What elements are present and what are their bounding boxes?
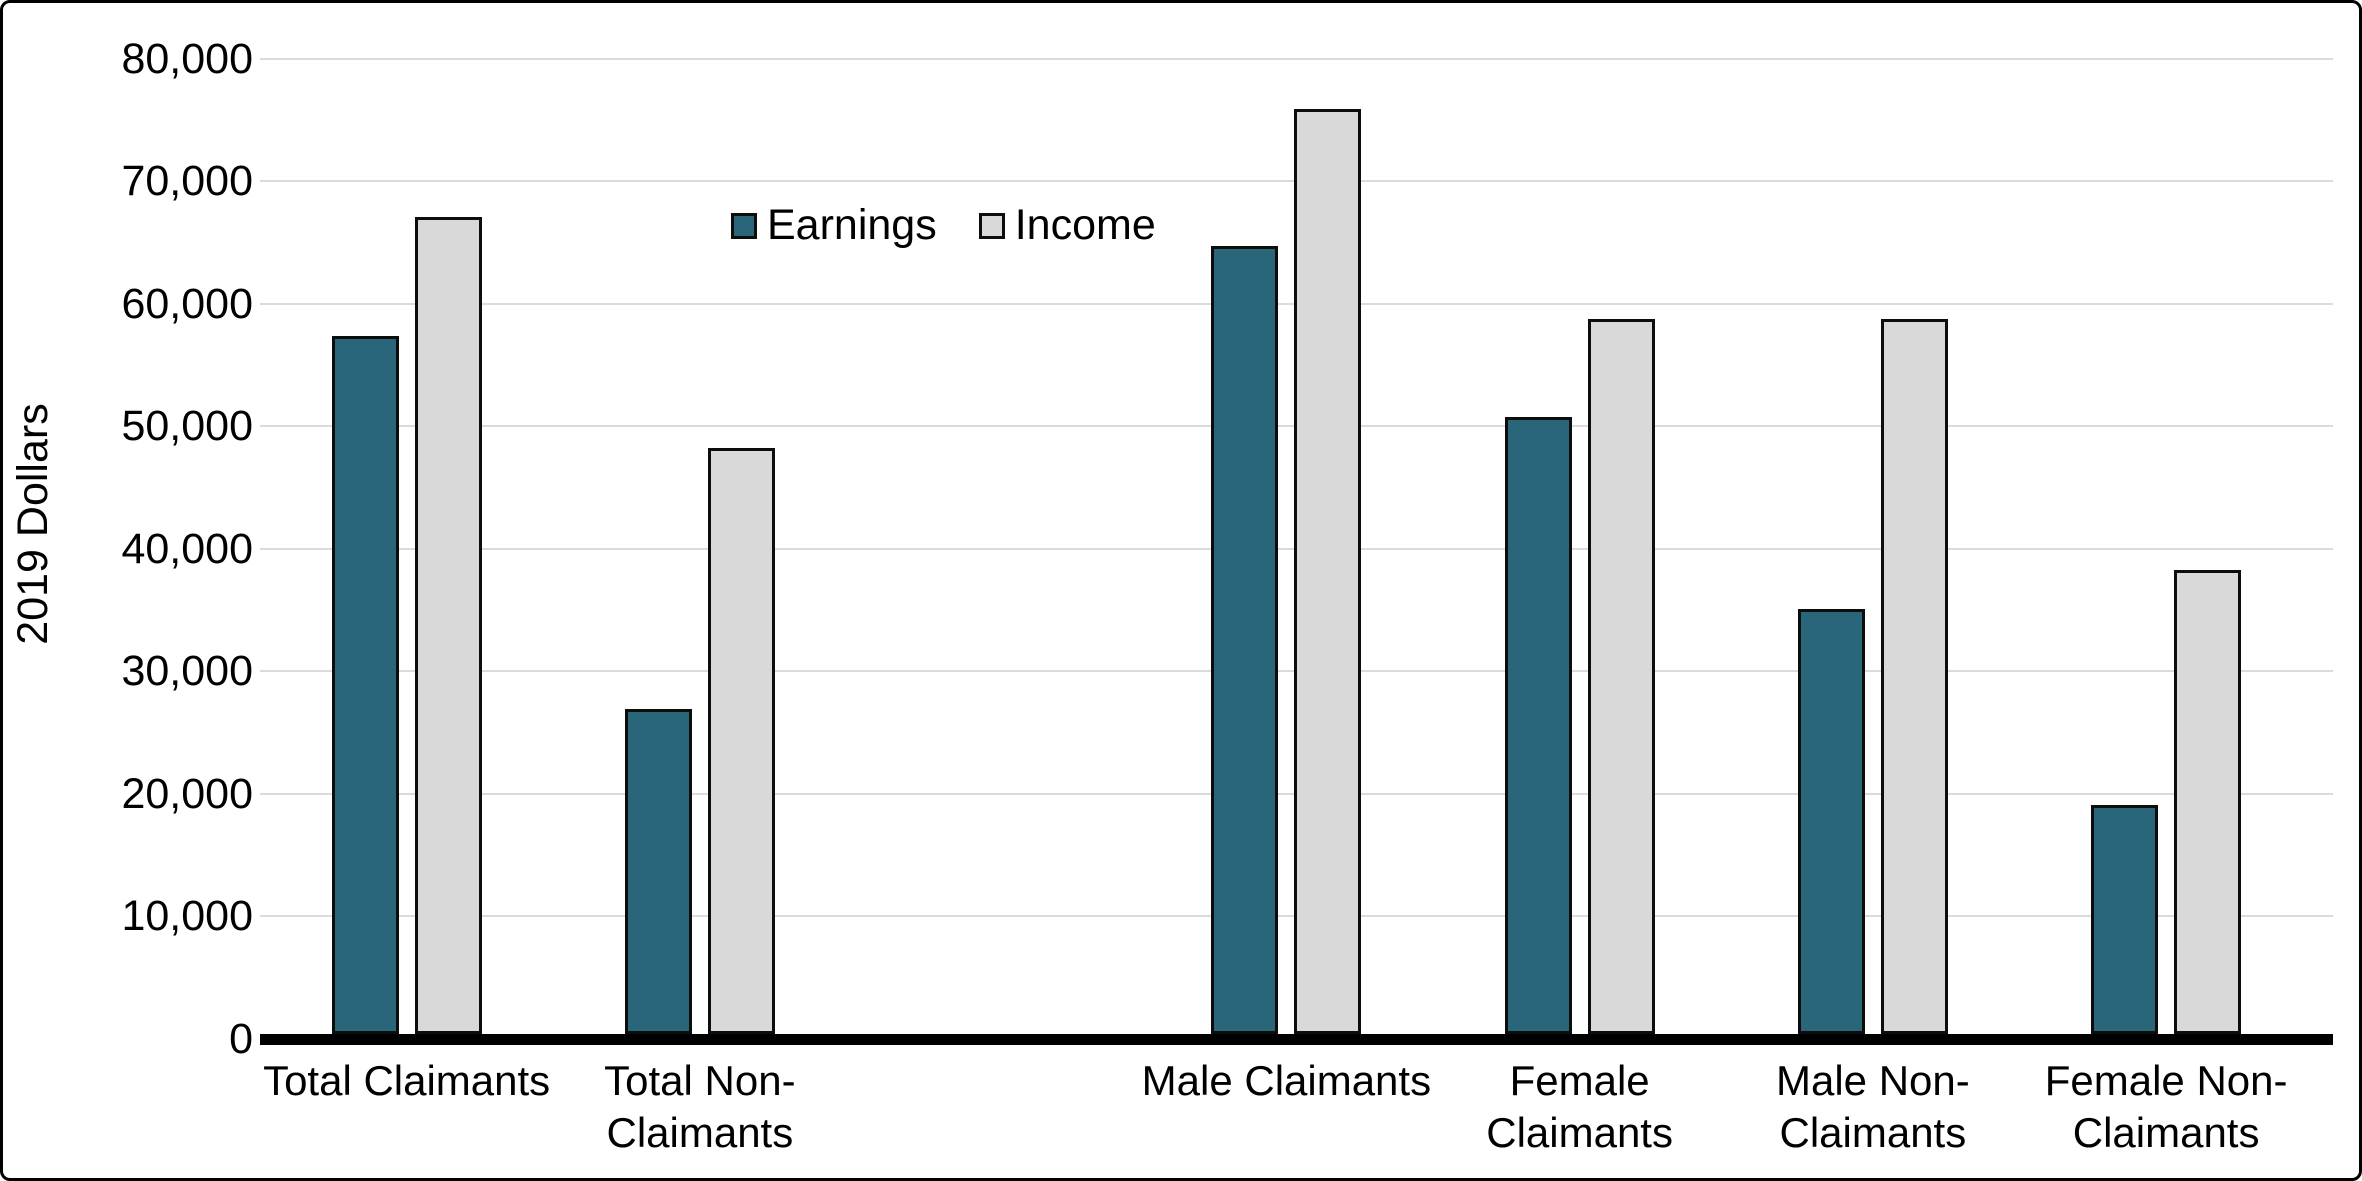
bar-income-total-claimants xyxy=(414,216,482,1034)
legend: Earnings Income xyxy=(731,201,1156,250)
y-tick-label-10000: 10,000 xyxy=(121,892,253,940)
gridline-80000 xyxy=(260,57,2333,60)
bar-income-female-non-claimants xyxy=(2174,569,2242,1034)
x-label-total-claimants: Total Claimants xyxy=(263,1057,551,1104)
y-tick-label-0: 0 xyxy=(229,1014,253,1063)
y-axis-title: 2019 Dollars xyxy=(9,403,57,645)
legend-label-income: Income xyxy=(1014,201,1156,249)
legend-swatch-income xyxy=(978,212,1005,239)
bar-income-male-non-claimants xyxy=(1880,318,1948,1034)
legend-swatch-earnings xyxy=(731,212,757,239)
y-tick-label-30000: 30,000 xyxy=(121,647,253,695)
y-tick-label-40000: 40,000 xyxy=(121,524,253,573)
x-label-male-non-claimants: Male Non- Claimants xyxy=(1776,1057,1970,1156)
bar-income-male-claimants xyxy=(1294,109,1362,1034)
bar-earnings-female-claimants xyxy=(1504,416,1572,1034)
bar-earnings-male-non-claimants xyxy=(1797,608,1865,1034)
legend-label-earnings: Earnings xyxy=(767,201,937,249)
x-axis-line xyxy=(260,1034,2333,1045)
x-label-female-non-claimants: Female Non- Claimants xyxy=(2044,1057,2288,1156)
y-tick-label-80000: 80,000 xyxy=(121,34,253,83)
y-tick-label-20000: 20,000 xyxy=(121,769,253,818)
y-tick-label-70000: 70,000 xyxy=(121,157,253,205)
legend-item-income: Income xyxy=(978,201,1156,250)
bar-earnings-total-claimants xyxy=(331,335,399,1034)
bar-income-total-non-claimants xyxy=(707,448,775,1034)
bar-earnings-total-non-claimants xyxy=(624,709,692,1034)
bar-earnings-male-claimants xyxy=(1211,246,1279,1034)
y-tick-label-50000: 50,000 xyxy=(121,402,253,450)
bar-income-female-claimants xyxy=(1587,318,1655,1034)
x-label-male-claimants: Male Claimants xyxy=(1141,1057,1432,1104)
bar-earnings-female-non-claimants xyxy=(2091,804,2159,1034)
legend-item-earnings: Earnings xyxy=(731,201,937,250)
y-tick-label-60000: 60,000 xyxy=(121,279,253,328)
x-label-total-non-claimants: Total Non- Claimants xyxy=(604,1057,796,1156)
x-label-female-claimants: Female Claimants xyxy=(1486,1057,1673,1156)
